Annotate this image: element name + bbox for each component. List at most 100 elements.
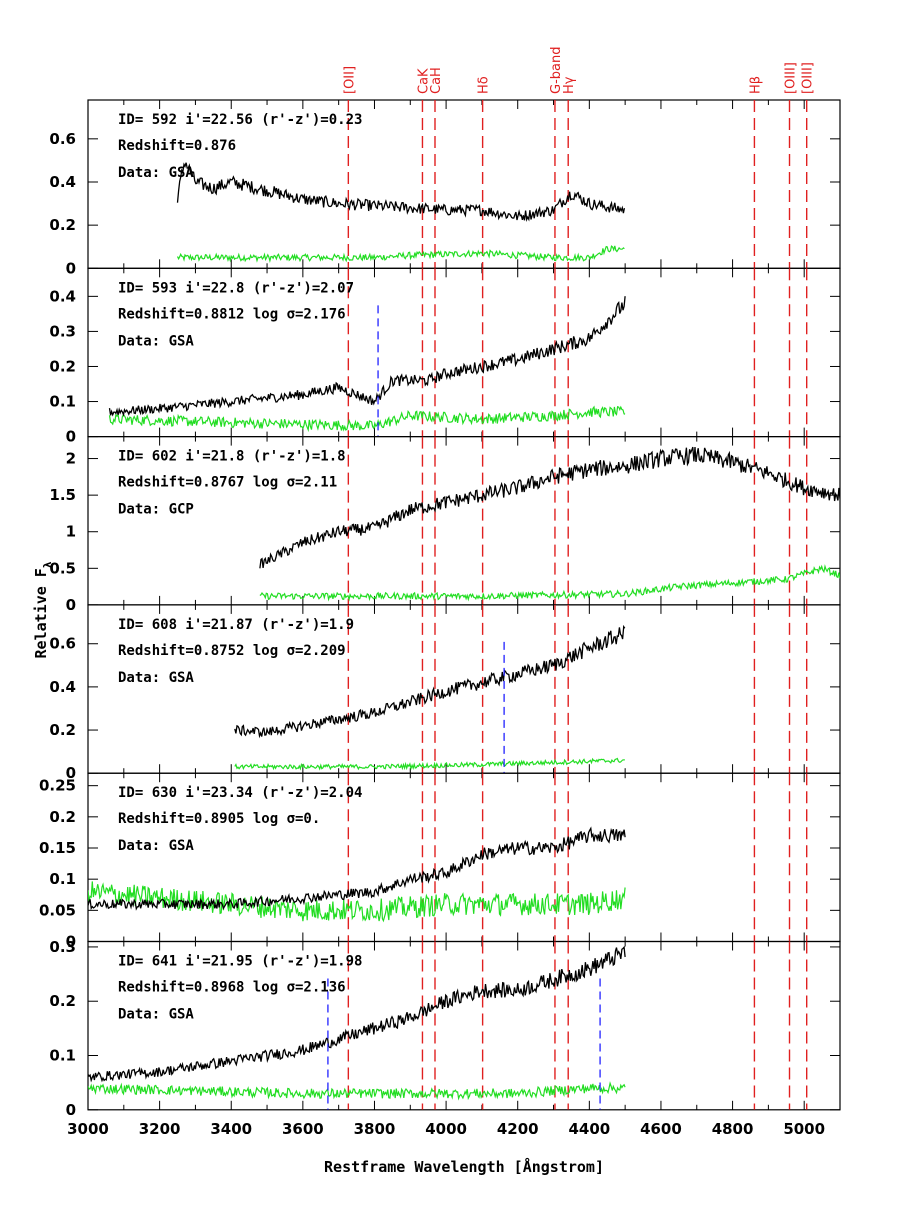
y-tick-label: 0.2 (49, 721, 76, 739)
panel-id-line: ID= 608 i'=21.87 (r'-z')=1.9 (118, 617, 354, 633)
panel-data-line: Data: GSA (118, 333, 194, 349)
y-tick-label: 1 (66, 523, 76, 541)
panel-id-line: ID= 641 i'=21.95 (r'-z')=1.98 (118, 954, 362, 970)
y-tick-label: 0.2 (49, 357, 76, 375)
x-axis-title: Restframe Wavelength [Ångstrom] (324, 1157, 604, 1176)
panel-4: 0 0.05 0.1 0.15 0.2 0.25 ID= 630 i'=23.34 (r'-… (39, 772, 841, 951)
line-label-4: G-band (549, 47, 564, 94)
panel-data-line: Data: GSA (118, 165, 194, 181)
x-tick-label: 3200 (139, 1120, 181, 1138)
y-tick-label: 0.5 (49, 559, 76, 577)
y-tick-label: 0.2 (49, 808, 76, 826)
y-tick-label: 0.3 (49, 938, 76, 956)
x-tick-label: 3800 (354, 1120, 396, 1138)
line-label-7: [OIII] (784, 62, 799, 94)
y-tick-label: 0.4 (49, 173, 76, 191)
spectrum-panels: 0 0.2 0.4 0.6 ID= 592 i'=22.56 (r'-z')=0.23 R… (39, 99, 841, 1119)
panel-redshift-line: Redshift=0.8767 log σ=2.11 (118, 475, 337, 491)
panel-data-line: Data: GCP (118, 502, 194, 518)
panel-frame (87, 940, 841, 1111)
panel-plot-area (176, 100, 808, 269)
noise-spectrum (88, 881, 626, 923)
x-tick-label: 3000 (67, 1120, 109, 1138)
y-tick-label: 0.15 (39, 839, 76, 857)
panel-data-line: Data: GSA (118, 670, 194, 686)
y-tick-label: 0.6 (49, 635, 76, 653)
y-tick-label: 0.3 (49, 322, 76, 340)
panel-redshift-line: Redshift=0.8968 log σ=2.136 (118, 980, 346, 996)
line-label-2: CaH (429, 67, 444, 94)
panel-plot-area (88, 941, 808, 1110)
panel-id-line: ID= 602 i'=21.8 (r'-z')=1.8 (118, 449, 346, 465)
line-label-3: Hδ (477, 76, 492, 94)
y-tick-label: 0.2 (49, 992, 76, 1010)
y-tick-label: 0.1 (49, 870, 76, 888)
flux-spectrum (176, 162, 626, 223)
panel-data-line: Data: GSA (118, 1007, 194, 1023)
y-tick-label: 0.05 (39, 901, 76, 919)
line-label-8: [OIII] (801, 62, 816, 94)
noise-spectrum (234, 757, 625, 771)
panel-redshift-line: Redshift=0.8812 log σ=2.176 (118, 306, 346, 322)
flux-spectrum (88, 945, 626, 1083)
flux-spectrum (234, 624, 626, 739)
line-label-5: Hγ (562, 76, 577, 94)
y-tick-label: 0.2 (49, 216, 76, 234)
line-label-1: CaK (416, 68, 431, 94)
panel-3: 0 0.2 0.4 0.6 ID= 608 i'=21.87 (r'-z')=1.9 Re… (49, 604, 841, 782)
y-axis-title-subscript: λ (41, 561, 54, 568)
line-label-0: [OII] (342, 66, 357, 94)
y-tick-label: 0 (66, 259, 76, 277)
noise-spectrum (88, 1081, 626, 1101)
flux-spectrum (108, 296, 626, 417)
svg-text:Relative Fλ: Relative Fλ (32, 561, 54, 658)
panel-redshift-line: Redshift=0.876 (118, 138, 236, 154)
panel-plot-area (234, 604, 808, 774)
y-tick-label: 0 (66, 428, 76, 446)
noise-spectrum (259, 564, 840, 602)
panel-plot-area (259, 436, 840, 605)
panel-plot-area (108, 268, 808, 437)
y-tick-label: 0.4 (49, 678, 76, 696)
y-tick-label: 0 (66, 764, 76, 782)
x-axis: 3000 3200 3400 3600 3800 4000 4200 4400 4600 4800… (67, 1120, 825, 1138)
y-tick-label: 0.1 (49, 393, 76, 411)
y-tick-label: 1.5 (49, 486, 76, 504)
x-tick-label: 5000 (783, 1120, 825, 1138)
x-tick-label: 4400 (568, 1120, 610, 1138)
panel-id-line: ID= 592 i'=22.56 (r'-z')=0.23 (118, 112, 362, 128)
panel-5: 0 0.1 0.2 0.3 ID= 641 i'=21.95 (r'-z')=1.98 R… (49, 938, 841, 1119)
flux-spectrum (259, 446, 840, 569)
panel-0: 0 0.2 0.4 0.6 ID= 592 i'=22.56 (r'-z')=0.23 R… (49, 99, 841, 277)
line-label-6: Hβ (748, 76, 763, 94)
y-axis-title: Relative F (32, 568, 50, 658)
y-tick-label: 0.25 (39, 777, 76, 795)
x-tick-label: 3400 (210, 1120, 252, 1138)
panel-plot-area (88, 773, 808, 942)
x-tick-label: 4000 (425, 1120, 467, 1138)
y-tick-label: 0 (66, 933, 76, 951)
panel-redshift-line: Redshift=0.8905 log σ=0. (118, 811, 320, 827)
panel-2: 0 0.5 1 1.5 2 ID= 602 i'=21.8 (r'-z')=1.8 Reds… (49, 436, 841, 614)
panel-id-line: ID= 593 i'=22.8 (r'-z')=2.07 (118, 280, 354, 296)
panel-redshift-line: Redshift=0.8752 log σ=2.209 (118, 643, 346, 659)
y-tick-label: 0.1 (49, 1047, 76, 1065)
y-tick-label: 2 (66, 450, 76, 468)
x-tick-label: 4200 (497, 1120, 539, 1138)
x-tick-label: 4600 (640, 1120, 682, 1138)
panel-1: 0 0.1 0.2 0.3 0.4 ID= 593 i'=22.8 (r'-z')=2.0… (49, 267, 841, 446)
y-tick-label: 0 (66, 1101, 76, 1119)
noise-spectrum (176, 245, 625, 263)
y-tick-label: 0 (66, 596, 76, 614)
y-axis-title-group: Relative Fλ (32, 561, 54, 658)
flux-spectrum (88, 826, 626, 911)
y-tick-label: 0.4 (49, 287, 76, 305)
x-tick-label: 4800 (712, 1120, 754, 1138)
panel-data-line: Data: GSA (118, 838, 194, 854)
x-tick-label: 3600 (282, 1120, 324, 1138)
noise-spectrum (108, 405, 626, 433)
y-tick-label: 0.6 (49, 130, 76, 148)
panel-id-line: ID= 630 i'=23.34 (r'-z')=2.04 (118, 785, 362, 801)
